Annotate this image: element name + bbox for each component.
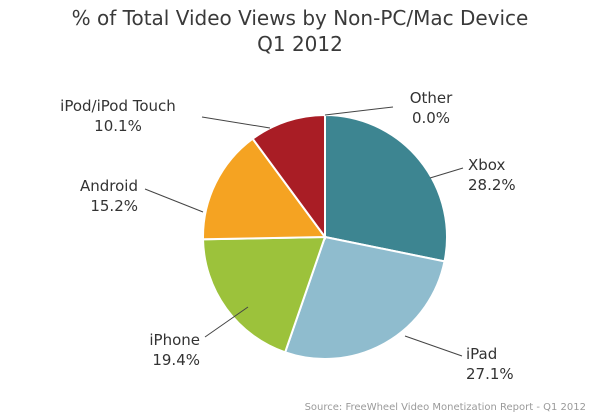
slice-value: 0.0% [411, 109, 451, 127]
slice-label-ipod: iPod/iPod Touch 10.1% [38, 96, 198, 136]
slice-name: Xbox [468, 156, 506, 174]
pie-slice-ipad [283, 235, 446, 360]
leader-line-other [324, 106, 394, 116]
leader-line-android [144, 188, 204, 213]
leader-line-ipod [201, 116, 271, 129]
pie-slice-android [202, 137, 327, 241]
slice-label-ipad: iPad 27.1% [466, 344, 514, 384]
slice-name: iPhone [149, 331, 200, 349]
pie-slice-xbox [324, 113, 448, 263]
slice-name: Other [409, 89, 453, 107]
slice-value: 19.4% [152, 351, 200, 369]
chart-title: % of Total Video Views by Non-PC/Mac Dev… [71, 6, 529, 30]
source-note: Source: FreeWheel Video Monetization Rep… [304, 402, 586, 413]
slice-label-iphone: iPhone 19.4% [140, 330, 200, 370]
slice-label-android: Android 15.2% [68, 176, 138, 216]
slice-label-other: Other 0.0% [401, 88, 461, 128]
slice-value: 15.2% [90, 197, 138, 215]
pie-slice-iphone [202, 235, 327, 354]
leader-line-iphone [204, 306, 249, 338]
slice-value: 27.1% [466, 365, 514, 383]
slice-value: 10.1% [94, 117, 142, 135]
slice-label-xbox: Xbox 28.2% [468, 155, 516, 195]
pie-slice-ipod-ipod-touch [251, 113, 326, 241]
slice-name: iPad [466, 345, 498, 363]
slice-name: Android [80, 177, 138, 195]
slice-name: iPod/iPod Touch [60, 97, 176, 115]
leader-line-xbox [429, 167, 464, 179]
chart-subtitle: Q1 2012 [257, 32, 343, 56]
leader-line-ipad [404, 335, 463, 357]
slice-value: 28.2% [468, 176, 516, 194]
